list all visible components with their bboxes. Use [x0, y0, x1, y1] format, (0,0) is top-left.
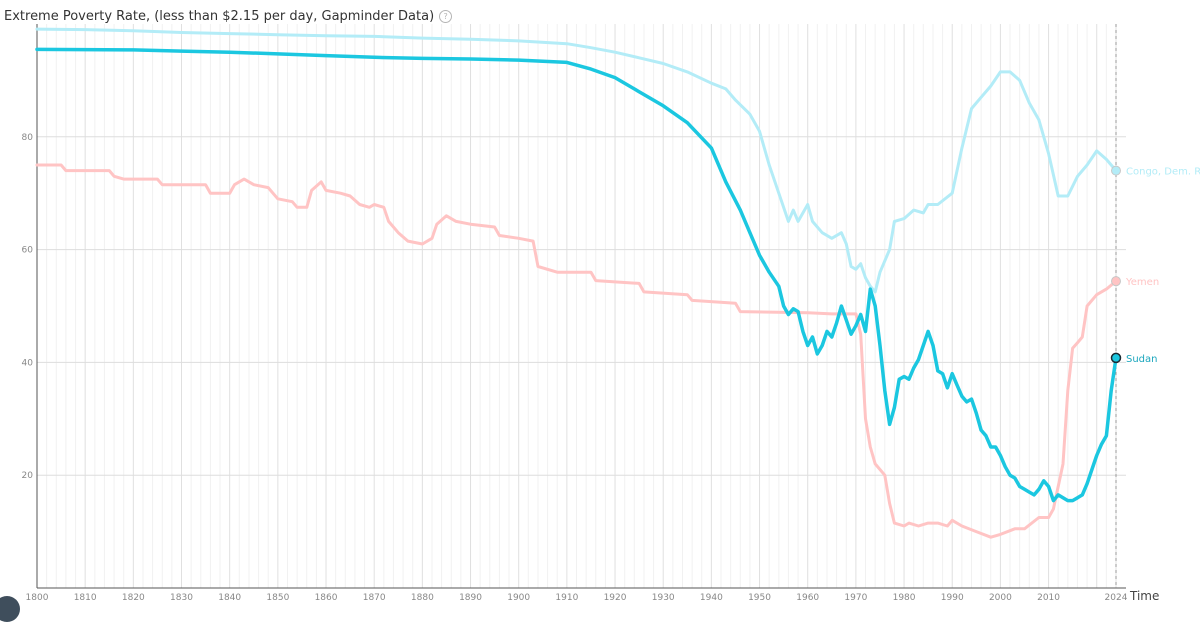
- series-label-sudan[interactable]: Sudan: [1126, 354, 1158, 365]
- x-tick-label: 1830: [170, 593, 193, 603]
- x-tick-label: 1880: [411, 593, 434, 603]
- y-tick-label: 20: [22, 471, 34, 481]
- x-tick-label: 1930: [652, 593, 675, 603]
- x-tick-label: 1960: [796, 593, 819, 603]
- series-end-marker-congo-dem-rep[interactable]: [1112, 166, 1121, 175]
- x-tick-label: 1840: [218, 593, 241, 603]
- x-tick-label: 1940: [700, 593, 723, 603]
- x-tick-label: 1870: [363, 593, 386, 603]
- x-tick-label: 1910: [555, 593, 578, 603]
- x-tick-label: 1950: [748, 593, 771, 603]
- x-tick-label: 1890: [459, 593, 482, 603]
- x-axis-title: Time: [1129, 589, 1159, 603]
- x-tick-label: 1820: [122, 593, 145, 603]
- series-end-marker-sudan[interactable]: [1112, 353, 1121, 362]
- avatar[interactable]: [0, 596, 20, 622]
- x-tick-label: 2000: [989, 593, 1012, 603]
- x-tick-label: 1850: [266, 593, 289, 603]
- series-label-congo-dem-rep[interactable]: Congo, Dem. R: [1126, 167, 1200, 178]
- x-tick-label: 1900: [507, 593, 530, 603]
- vertical-grid: [37, 24, 1116, 588]
- y-tick-labels: 20 40 60 80: [22, 133, 34, 481]
- series-end-marker-yemen[interactable]: [1112, 277, 1121, 286]
- series-label-yemen[interactable]: Yemen: [1125, 277, 1159, 288]
- series-end-markers: Congo, Dem. R Yemen Sudan: [1112, 166, 1200, 365]
- x-tick-label: 1970: [844, 593, 867, 603]
- x-tick-label: 2010: [1037, 593, 1060, 603]
- x-tick-labels: 1800 1810 1820 1830 1840 1850 1860 1870 1880 1890…: [26, 593, 1128, 603]
- x-tick-label: 1980: [893, 593, 916, 603]
- x-tick-label: 1990: [941, 593, 964, 603]
- y-tick-label: 40: [22, 358, 34, 368]
- poverty-line-chart: 1800 1810 1820 1830 1840 1850 1860 1870 1880 1890…: [0, 0, 1200, 606]
- x-tick-label: 1920: [604, 593, 627, 603]
- y-tick-label: 80: [22, 133, 34, 143]
- x-tick-label: 1800: [26, 593, 49, 603]
- y-tick-label: 60: [22, 246, 34, 256]
- x-tick-label: 1860: [315, 593, 338, 603]
- x-tick-label: 1810: [74, 593, 97, 603]
- x-tick-label: 2024: [1105, 593, 1128, 603]
